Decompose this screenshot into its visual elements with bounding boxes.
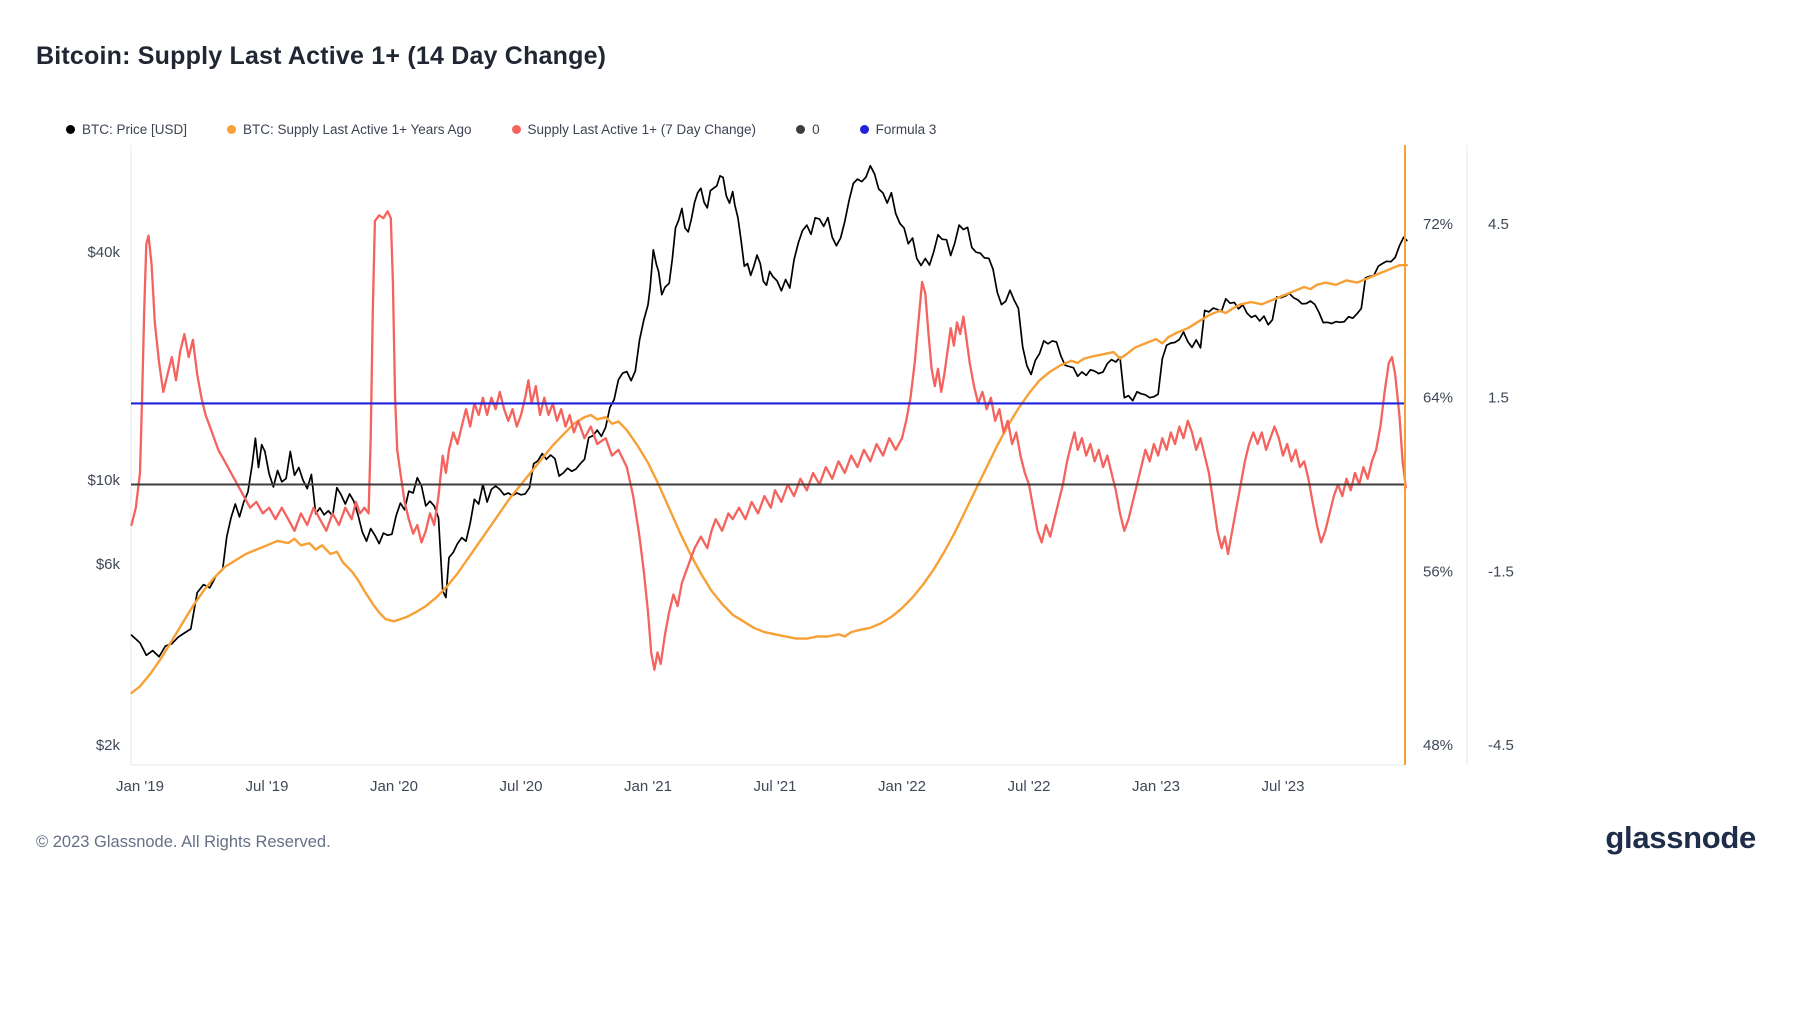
legend-item-zero[interactable]: 0 — [796, 122, 820, 137]
series-line-0 — [130, 164, 1408, 658]
x-tick-label: Jul '22 — [1008, 778, 1051, 795]
glassnode-logo: glassnode — [1605, 820, 1756, 855]
price-tick-label: $40k — [87, 244, 120, 261]
legend-item-supply-7d-change[interactable]: Supply Last Active 1+ (7 Day Change) — [511, 122, 757, 137]
percent-tick-label: 64% — [1423, 390, 1453, 407]
legend-label-zero: 0 — [812, 122, 820, 137]
price-tick-label: $10k — [87, 472, 120, 489]
legend-item-supply-last-active[interactable]: BTC: Supply Last Active 1+ Years Ago — [227, 122, 472, 137]
legend-label-btc-price: BTC: Price [USD] — [82, 122, 188, 137]
price-tick-label: $2k — [96, 737, 121, 754]
percent-tick-label: 48% — [1423, 737, 1453, 754]
series-line-2 — [130, 210, 1407, 671]
x-tick-label: Jan '19 — [116, 778, 164, 795]
change-tick-label: -1.5 — [1488, 563, 1514, 580]
x-tick-label: Jan '21 — [624, 778, 672, 795]
footer-copyright: © 2023 Glassnode. All Rights Reserved. — [36, 833, 331, 851]
legend-label-formula-3: Formula 3 — [875, 122, 937, 137]
price-tick-label: $6k — [96, 556, 121, 573]
x-tick-label: Jan '23 — [1132, 778, 1180, 795]
legend-dot-btc-price-icon — [66, 125, 75, 134]
legend-dot-zero-icon — [796, 125, 806, 134]
legend-item-formula-3[interactable]: Formula 3 — [859, 122, 937, 137]
page-title: Bitcoin: Supply Last Active 1+ (14 Day C… — [36, 42, 607, 70]
x-tick-label: Jul '19 — [246, 778, 289, 795]
x-tick-label: Jan '22 — [878, 778, 926, 795]
legend-dot-supply-7d-change-icon — [511, 125, 521, 134]
change-tick-label: 4.5 — [1488, 216, 1509, 233]
legend-dot-formula-3-icon — [859, 125, 869, 134]
change-tick-label: 1.5 — [1488, 390, 1509, 407]
percent-tick-label: 72% — [1423, 216, 1453, 233]
legend-dot-supply-last-active-icon — [227, 125, 237, 134]
legend-label-supply-7d-change: Supply Last Active 1+ (7 Day Change) — [527, 122, 757, 137]
series-line-1 — [130, 264, 1409, 695]
legend-label-supply-last-active: BTC: Supply Last Active 1+ Years Ago — [243, 122, 472, 137]
x-tick-label: Jan '20 — [370, 778, 418, 795]
legend-item-btc-price[interactable]: BTC: Price [USD] — [66, 122, 187, 137]
change-tick-label: -4.5 — [1488, 737, 1514, 754]
x-tick-label: Jul '20 — [500, 778, 543, 795]
x-tick-label: Jul '21 — [754, 778, 797, 795]
legend: BTC: Price [USD] BTC: Supply Last Active… — [66, 122, 936, 137]
x-tick-label: Jul '23 — [1262, 778, 1305, 795]
percent-tick-label: 56% — [1423, 563, 1453, 580]
